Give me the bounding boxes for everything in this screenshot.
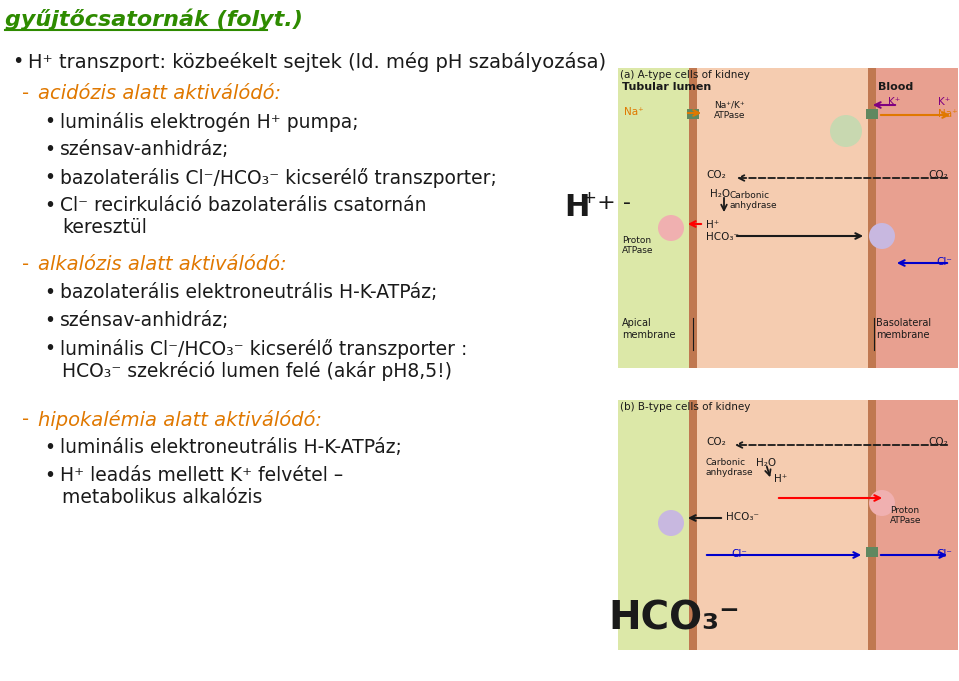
Text: Carbonic
anhydrase: Carbonic anhydrase	[706, 458, 754, 477]
Text: hipokalémia alatt aktiválódó:: hipokalémia alatt aktiválódó:	[38, 410, 322, 430]
Circle shape	[869, 490, 895, 516]
Text: -: -	[22, 410, 29, 429]
Text: acidózis alatt aktiválódó:: acidózis alatt aktiválódó:	[38, 84, 281, 103]
Text: CO₂: CO₂	[928, 170, 947, 180]
Bar	[689, 400, 697, 650]
Text: •: •	[44, 140, 55, 159]
Text: Tubular lumen: Tubular lumen	[622, 82, 712, 92]
Text: H: H	[564, 193, 590, 222]
Text: •: •	[44, 196, 55, 215]
Text: K⁺: K⁺	[938, 97, 950, 107]
Text: CO₂: CO₂	[706, 170, 726, 180]
Bar	[618, 68, 696, 368]
Text: szénsav-anhidráz;: szénsav-anhidráz;	[60, 311, 229, 330]
Text: +: +	[581, 189, 596, 207]
Text: bazolaterális Cl⁻/HCO₃⁻ kicserélő transzporter;: bazolaterális Cl⁻/HCO₃⁻ kicserélő transz…	[60, 168, 497, 188]
Text: •: •	[12, 52, 23, 71]
Text: metabolikus alkalózis: metabolikus alkalózis	[62, 488, 263, 507]
Bar	[868, 68, 958, 368]
Bar	[868, 68, 876, 368]
Text: (a) A-type cells of kidney: (a) A-type cells of kidney	[620, 70, 750, 80]
Text: alkalózis alatt aktiválódó:: alkalózis alatt aktiválódó:	[38, 255, 287, 274]
Text: -: -	[22, 84, 29, 103]
Text: HCO₃⁻: HCO₃⁻	[608, 600, 739, 638]
Text: •: •	[44, 112, 55, 131]
Bar	[868, 400, 876, 650]
Text: szénsav-anhidráz;: szénsav-anhidráz;	[60, 140, 229, 159]
Bar	[689, 68, 697, 368]
Text: Cl⁻: Cl⁻	[731, 549, 747, 559]
Circle shape	[658, 215, 684, 241]
Text: Cl⁻: Cl⁻	[936, 549, 952, 559]
Text: H₂O: H₂O	[710, 189, 730, 199]
Text: Apical
membrane: Apical membrane	[622, 318, 675, 340]
Text: H⁺: H⁺	[774, 474, 787, 484]
Text: •: •	[44, 339, 55, 358]
Text: Cl⁻ recirkuláció bazolaterális csatornán: Cl⁻ recirkuláció bazolaterális csatornán	[60, 196, 427, 215]
Bar	[687, 109, 699, 119]
Text: H⁺ leadás mellett K⁺ felvétel –: H⁺ leadás mellett K⁺ felvétel –	[60, 466, 343, 485]
Text: Blood: Blood	[878, 82, 913, 92]
Bar	[868, 400, 958, 650]
Text: H₂O: H₂O	[756, 458, 776, 468]
Text: CO₂: CO₂	[928, 437, 947, 447]
Bar	[696, 68, 868, 368]
Text: Proton
ATPase: Proton ATPase	[890, 506, 922, 526]
Text: H⁺ transzport: közbeékelt sejtek (ld. még pH szabályozása): H⁺ transzport: közbeékelt sejtek (ld. mé…	[28, 52, 606, 72]
Text: HCO₃⁻: HCO₃⁻	[726, 512, 759, 522]
Circle shape	[869, 223, 895, 249]
Bar	[866, 547, 878, 557]
Text: Proton
ATPase: Proton ATPase	[622, 236, 653, 255]
Text: keresztül: keresztül	[62, 218, 147, 237]
Text: + -: + -	[590, 193, 631, 213]
Text: (b) B-type cells of kidney: (b) B-type cells of kidney	[620, 402, 750, 412]
Text: bazolaterális elektroneutrális H-K-ATPáz;: bazolaterális elektroneutrális H-K-ATPáz…	[60, 283, 437, 302]
Text: •: •	[44, 283, 55, 302]
Text: H⁺: H⁺	[706, 220, 719, 230]
Text: HCO₃⁻: HCO₃⁻	[706, 232, 739, 242]
Bar	[866, 109, 878, 119]
Text: CO₂: CO₂	[706, 437, 726, 447]
Text: Na⁺: Na⁺	[624, 107, 643, 117]
Text: •: •	[44, 466, 55, 485]
Text: -: -	[22, 255, 29, 274]
Text: gyűjtőcsatornák (folyt.): gyűjtőcsatornák (folyt.)	[5, 8, 303, 29]
Text: Na⁺/K⁺
ATPase: Na⁺/K⁺ ATPase	[714, 101, 745, 121]
Text: •: •	[44, 311, 55, 330]
Bar	[618, 400, 696, 650]
Text: luminális Cl⁻/HCO₃⁻ kicserélő transzporter :: luminális Cl⁻/HCO₃⁻ kicserélő transzport…	[60, 339, 467, 359]
Text: K⁺: K⁺	[888, 97, 901, 107]
Text: Basolateral
membrane: Basolateral membrane	[876, 318, 931, 340]
Text: •: •	[44, 168, 55, 187]
Circle shape	[658, 510, 684, 536]
Circle shape	[830, 115, 862, 147]
Text: Na⁺: Na⁺	[938, 109, 958, 119]
Text: luminális elektroneutrális H-K-ATPáz;: luminális elektroneutrális H-K-ATPáz;	[60, 438, 402, 457]
Text: HCO₃⁻ szekréció lumen felé (akár pH8,5!): HCO₃⁻ szekréció lumen felé (akár pH8,5!)	[62, 361, 452, 381]
Text: Carbonic
anhydrase: Carbonic anhydrase	[729, 191, 777, 210]
Text: •: •	[44, 438, 55, 457]
Text: Cl⁻: Cl⁻	[936, 257, 952, 267]
Bar	[696, 400, 868, 650]
Text: luminális elektrogén H⁺ pumpa;: luminális elektrogén H⁺ pumpa;	[60, 112, 359, 132]
